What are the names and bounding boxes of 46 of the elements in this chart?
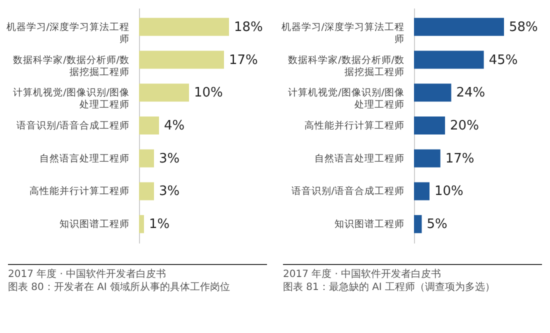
data-label: 5% bbox=[426, 217, 448, 232]
data-label: 3% bbox=[159, 151, 180, 166]
bar bbox=[139, 18, 229, 36]
y-tick-label: 计算机视觉/图像识别/图像处理工程师 bbox=[13, 86, 130, 111]
y-tick-label: 高性能并行计算工程师 bbox=[30, 185, 130, 198]
data-label: 24% bbox=[456, 86, 486, 101]
data-label: 3% bbox=[159, 184, 180, 200]
data-label: 10% bbox=[434, 184, 464, 200]
data-label: 1% bbox=[149, 217, 170, 232]
bar bbox=[139, 149, 154, 168]
y-tick-label: 知识图谱工程师 bbox=[60, 218, 130, 230]
bar bbox=[414, 18, 504, 36]
bar bbox=[414, 84, 452, 102]
data-label: 20% bbox=[450, 118, 479, 134]
text: 图表 80：开发者在 AI 领域所从事的具体工作岗位 bbox=[8, 281, 232, 294]
bar bbox=[414, 215, 422, 234]
bar bbox=[139, 84, 189, 102]
bar bbox=[414, 116, 446, 135]
text: 2017 年度 · 中国软件开发者白皮书 bbox=[283, 268, 442, 281]
y-tick-label: 机器学习/深度学习算法工程师 bbox=[281, 20, 404, 45]
text: 图表 81：最急缺的 AI 工程师（调查项为多选） bbox=[283, 281, 496, 294]
y-tick-label: 语音识别/语音合成工程师 bbox=[291, 185, 404, 198]
text: 2017 年度 · 中国软件开发者白皮书 bbox=[8, 268, 168, 281]
y-tick-label: 数据科学家/数据分析师/数据挖掘工程师 bbox=[13, 54, 130, 78]
y-tick-label: 机器学习/深度学习算法工程师 bbox=[6, 20, 130, 45]
bar bbox=[139, 50, 224, 69]
data-label: 10% bbox=[194, 86, 223, 101]
bar bbox=[414, 182, 430, 200]
y-tick-label: 数据科学家/数据分析师/数据挖掘工程师 bbox=[288, 54, 404, 78]
bar bbox=[414, 149, 440, 168]
data-label: 18% bbox=[234, 20, 263, 35]
bar bbox=[139, 182, 154, 200]
bar bbox=[139, 215, 144, 234]
bar bbox=[414, 50, 484, 69]
y-tick-label: 自然语言处理工程师 bbox=[314, 152, 404, 164]
y-tick-label: 高性能并行计算工程师 bbox=[304, 120, 404, 132]
y-tick-label: 自然语言处理工程师 bbox=[40, 152, 130, 164]
data-label: 58% bbox=[509, 20, 538, 35]
data-label: 45% bbox=[488, 52, 518, 68]
data-label: 4% bbox=[164, 118, 185, 134]
y-tick-label: 知识图谱工程师 bbox=[334, 218, 404, 230]
data-label: 17% bbox=[445, 151, 474, 166]
data-label: 17% bbox=[229, 52, 258, 68]
bar bbox=[139, 116, 159, 135]
y-tick-label: 计算机视觉/图像识别/图像处理工程师 bbox=[288, 86, 404, 111]
y-tick-label: 语音识别/语音合成工程师 bbox=[16, 120, 130, 132]
